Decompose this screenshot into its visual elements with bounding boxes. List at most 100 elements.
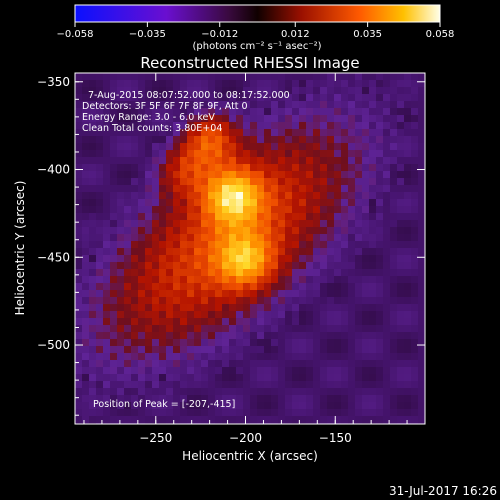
heatmap-cell — [369, 416, 376, 423]
heatmap-cell — [404, 339, 411, 346]
heatmap-cell — [292, 332, 299, 339]
heatmap-cell — [327, 143, 334, 150]
heatmap-cell — [201, 290, 208, 297]
heatmap-cell — [89, 332, 96, 339]
heatmap-cell — [278, 325, 285, 332]
heatmap-cell — [257, 94, 264, 101]
heatmap-cell — [348, 346, 355, 353]
heatmap-cell — [124, 241, 131, 248]
heatmap-cell — [250, 248, 257, 255]
heatmap-cell — [138, 276, 145, 283]
heatmap-cell — [418, 409, 425, 416]
heatmap-cell — [334, 276, 341, 283]
heatmap-cell — [75, 255, 82, 262]
heatmap-cell — [264, 409, 271, 416]
heatmap-cell — [369, 290, 376, 297]
heatmap-cell — [222, 185, 229, 192]
heatmap-cell — [306, 269, 313, 276]
heatmap-cell — [397, 402, 404, 409]
heatmap-cell — [376, 332, 383, 339]
heatmap-cell — [250, 178, 257, 185]
heatmap-cell — [152, 199, 159, 206]
heatmap-cell — [194, 248, 201, 255]
heatmap-cell — [110, 185, 117, 192]
heatmap-cell — [285, 80, 292, 87]
heatmap-cell — [236, 374, 243, 381]
heatmap-cell — [257, 416, 264, 423]
heatmap-cell — [390, 318, 397, 325]
heatmap-cell — [103, 241, 110, 248]
heatmap-cell — [236, 115, 243, 122]
heatmap-cell — [411, 360, 418, 367]
heatmap-cell — [271, 73, 278, 80]
heatmap-cell — [271, 311, 278, 318]
heatmap-cell — [236, 206, 243, 213]
heatmap-cell — [285, 402, 292, 409]
heatmap-cell — [110, 150, 117, 157]
heatmap-cell — [355, 101, 362, 108]
heatmap-cell — [117, 297, 124, 304]
heatmap-cell — [194, 304, 201, 311]
heatmap-cell — [103, 416, 110, 423]
heatmap-cell — [390, 227, 397, 234]
heatmap-cell — [320, 248, 327, 255]
heatmap-cell — [341, 115, 348, 122]
heatmap-cell — [376, 290, 383, 297]
heatmap-cell — [313, 304, 320, 311]
heatmap-cell — [250, 157, 257, 164]
heatmap-cell — [411, 248, 418, 255]
heatmap-cell — [383, 360, 390, 367]
heatmap-cell — [397, 87, 404, 94]
heatmap-cell — [194, 311, 201, 318]
heatmap-cell — [117, 255, 124, 262]
heatmap-cell — [166, 108, 173, 115]
heatmap-cell — [285, 220, 292, 227]
heatmap-cell — [222, 192, 229, 199]
heatmap-cell — [404, 374, 411, 381]
heatmap-cell — [117, 73, 124, 80]
heatmap-cell — [362, 171, 369, 178]
heatmap-cell — [320, 262, 327, 269]
heatmap-cell — [390, 150, 397, 157]
heatmap-cell — [264, 87, 271, 94]
heatmap-cell — [229, 108, 236, 115]
heatmap-cell — [75, 262, 82, 269]
heatmap-cell — [243, 220, 250, 227]
heatmap-cell — [418, 101, 425, 108]
heatmap-cell — [299, 94, 306, 101]
heatmap-cell — [187, 325, 194, 332]
heatmap-cell — [103, 234, 110, 241]
heatmap-cell — [376, 220, 383, 227]
heatmap-cell — [411, 381, 418, 388]
heatmap-cell — [117, 241, 124, 248]
heatmap-cell — [355, 402, 362, 409]
heatmap-cell — [96, 367, 103, 374]
heatmap-cell — [82, 171, 89, 178]
heatmap-cell — [278, 220, 285, 227]
heatmap-cell — [117, 248, 124, 255]
heatmap-cell — [166, 94, 173, 101]
heatmap-cell — [194, 395, 201, 402]
heatmap-cell — [271, 122, 278, 129]
heatmap-cell — [159, 416, 166, 423]
heatmap-cell — [187, 276, 194, 283]
heatmap-cell — [306, 283, 313, 290]
heatmap-cell — [404, 234, 411, 241]
heatmap-cell — [306, 192, 313, 199]
heatmap-cell — [299, 234, 306, 241]
heatmap-cell — [376, 101, 383, 108]
heatmap-cell — [208, 136, 215, 143]
heatmap-cell — [138, 136, 145, 143]
heatmap-cell — [341, 150, 348, 157]
heatmap-cell — [187, 192, 194, 199]
heatmap-cell — [285, 129, 292, 136]
heatmap-cell — [250, 206, 257, 213]
heatmap-cell — [285, 227, 292, 234]
heatmap-cell — [152, 150, 159, 157]
heatmap-cell — [89, 164, 96, 171]
heatmap-cell — [131, 101, 138, 108]
heatmap-cell — [348, 108, 355, 115]
heatmap-cell — [236, 297, 243, 304]
heatmap-cell — [103, 332, 110, 339]
heatmap-cell — [208, 150, 215, 157]
